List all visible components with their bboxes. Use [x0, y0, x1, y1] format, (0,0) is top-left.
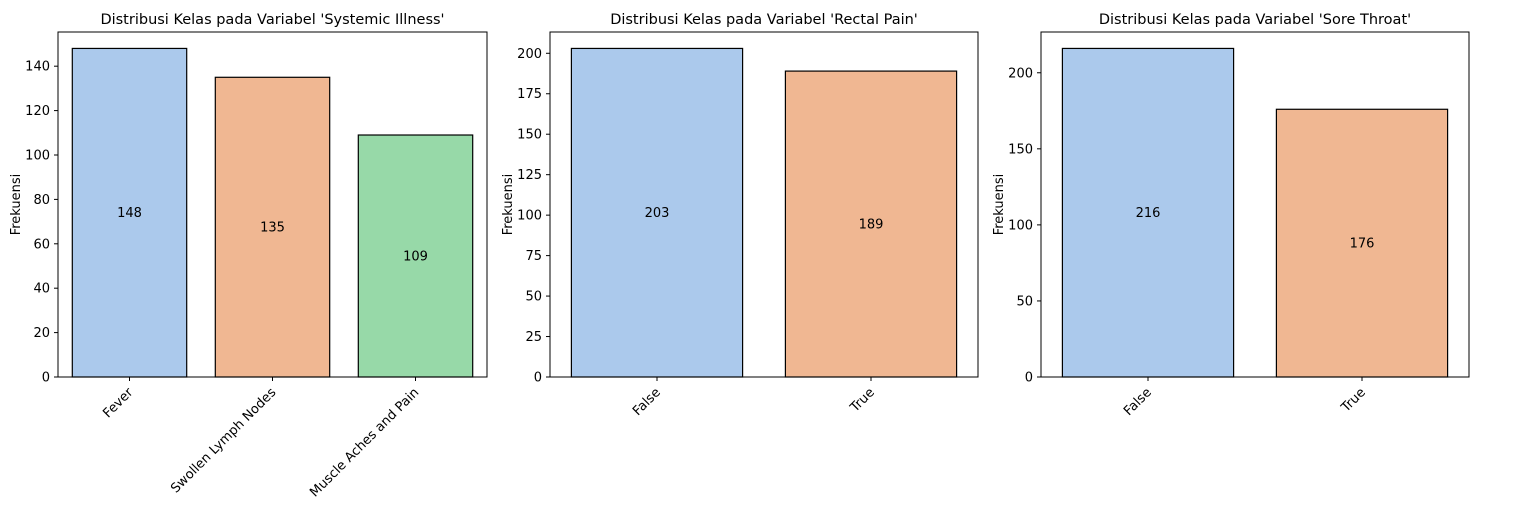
y-axis-label: Frekuensi	[501, 174, 516, 236]
y-tick-label: 0	[1025, 371, 1033, 386]
x-tick-label: True	[847, 385, 878, 416]
bar-muscle-aches-and-pain	[357, 134, 474, 378]
data-label: 216	[1136, 206, 1161, 221]
y-tick-label: 140	[25, 60, 50, 75]
x-tick-label: True	[1338, 385, 1369, 416]
y-tick-label: 120	[25, 104, 50, 119]
chart-panel-1: Distribusi Kelas pada Variabel 'Systemic…	[9, 12, 488, 500]
y-tick-label: 100	[25, 148, 50, 163]
data-label: 176	[1350, 237, 1375, 252]
bar-true	[784, 70, 958, 378]
plot-frame	[549, 31, 979, 378]
y-tick-label: 25	[525, 330, 542, 345]
bar-false	[570, 47, 744, 378]
y-tick-label: 150	[517, 128, 542, 143]
x-tick-label: Muscle Aches and Pain	[307, 385, 422, 500]
y-tick-label: 50	[1016, 294, 1033, 309]
bar-swollen-lymph-nodes	[214, 76, 331, 378]
chart-title: Distribusi Kelas pada Variabel 'Systemic…	[100, 12, 444, 28]
x-tick-label: Swollen Lymph Nodes	[168, 385, 279, 496]
data-label: 135	[260, 221, 285, 236]
y-tick-label: 80	[33, 193, 50, 208]
x-tick-label: False	[630, 385, 664, 419]
bar-fever	[71, 47, 188, 378]
y-tick-label: 40	[33, 282, 50, 297]
y-tick-label: 200	[1008, 66, 1033, 81]
bar-true	[1275, 108, 1449, 378]
chart-panel-2: Distribusi Kelas pada Variabel 'Rectal P…	[501, 12, 979, 419]
y-tick-label: 60	[33, 237, 50, 252]
chart-title: Distribusi Kelas pada Variabel 'Rectal P…	[610, 12, 918, 28]
y-tick-label: 100	[517, 209, 542, 224]
y-tick-label: 50	[525, 290, 542, 305]
y-tick-label: 75	[525, 249, 542, 264]
y-tick-label: 0	[534, 371, 542, 386]
y-tick-label: 150	[1008, 142, 1033, 157]
x-tick-label: False	[1121, 385, 1155, 419]
chart-title: Distribusi Kelas pada Variabel 'Sore Thr…	[1099, 12, 1411, 28]
chart-panel-3: Distribusi Kelas pada Variabel 'Sore Thr…	[992, 12, 1470, 419]
x-tick-label: Fever	[100, 385, 136, 421]
y-axis-label: Frekuensi	[9, 174, 24, 236]
plot-frame	[1040, 31, 1470, 378]
data-label: 148	[117, 206, 142, 221]
y-tick-label: 100	[1008, 218, 1033, 233]
y-tick-label: 20	[33, 326, 50, 341]
y-tick-label: 200	[517, 47, 542, 62]
data-label: 203	[645, 206, 670, 221]
y-axis-label: Frekuensi	[992, 174, 1007, 236]
y-tick-label: 0	[42, 371, 50, 386]
data-label: 189	[859, 218, 884, 233]
y-tick-label: 125	[517, 168, 542, 183]
data-label: 109	[403, 250, 428, 265]
y-tick-label: 175	[517, 87, 542, 102]
